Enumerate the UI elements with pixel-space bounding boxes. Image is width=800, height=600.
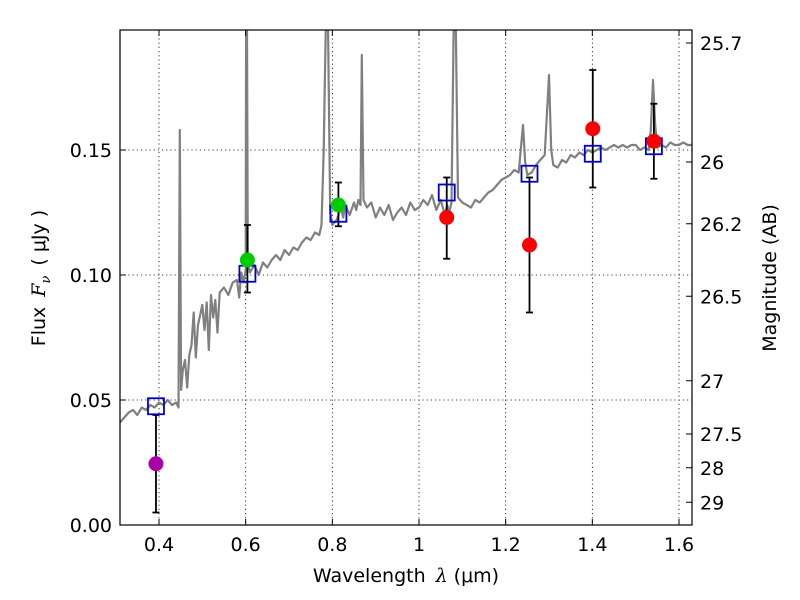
y2-axis-ticks: 25.7 26 26.2 26.5 27 27.5 28 29 [686, 33, 742, 514]
x-tick-label: 1.4 [577, 534, 607, 556]
x-axis-label-text: Wavelength [313, 565, 426, 587]
model-photometry-square [437, 183, 456, 202]
y-axis-label-symbol: F [28, 283, 50, 298]
y2-axis-label: Magnitude (AB) [759, 204, 781, 352]
y2-tick-label: 25.7 [700, 33, 742, 55]
x-tick-label: 1 [413, 534, 425, 556]
y-axis-label-unit: ( μJy ) [28, 210, 50, 266]
model-photometry-square [147, 397, 165, 416]
observed-photometry-point [522, 237, 537, 253]
x-tick-label: 0.4 [144, 534, 174, 556]
y2-tick-label: 26.5 [700, 286, 742, 308]
observed-photometry-point [239, 252, 255, 268]
plot-frame [119, 29, 693, 526]
x-tick-label: 0.6 [231, 534, 261, 556]
y-tick-label: 0.15 [70, 140, 112, 162]
x-axis-ticks: 0.4 0.6 0.8 1 1.2 1.4 1.6 [144, 30, 694, 556]
model-photometry-markers [147, 137, 663, 416]
model-photometry-square [520, 164, 539, 183]
x-tick-label: 0.8 [317, 534, 347, 556]
observed-photometry-point [585, 121, 601, 137]
y2-tick-label: 28 [700, 458, 724, 480]
y2-tick-label: 29 [700, 492, 724, 514]
plot-background [120, 30, 692, 525]
y-axis-label: Flux Fν ( μJy ) [28, 210, 54, 346]
y-axis-label-subscript: ν [39, 276, 54, 284]
y2-tick-label: 27 [700, 371, 724, 393]
model-photometry-square [583, 144, 602, 163]
y2-tick-label: 26 [700, 152, 724, 174]
x-axis-label-symbol: λ [435, 565, 448, 587]
observed-photometry-markers [148, 121, 662, 472]
y2-tick-label: 27.5 [700, 424, 742, 446]
y-tick-label: 0.00 [70, 515, 112, 537]
observed-photometry-point [646, 133, 662, 149]
x-axis-label: Wavelength λ (μm) [313, 565, 499, 587]
y2-tick-label: 26.2 [700, 214, 742, 236]
y-axis-label-text: Flux [28, 307, 50, 347]
x-axis-label-unit: (μm) [454, 565, 499, 587]
x-tick-label: 1.2 [491, 534, 521, 556]
y-tick-label: 0.05 [70, 390, 112, 412]
observed-photometry-point [330, 197, 346, 213]
y-tick-label: 0.10 [70, 265, 112, 287]
x-tick-label: 1.6 [664, 534, 694, 556]
y-axis-ticks: 0.00 0.05 0.10 0.15 [70, 140, 126, 537]
observed-photometry-point [439, 210, 455, 225]
observed-photometry-point [148, 456, 164, 472]
